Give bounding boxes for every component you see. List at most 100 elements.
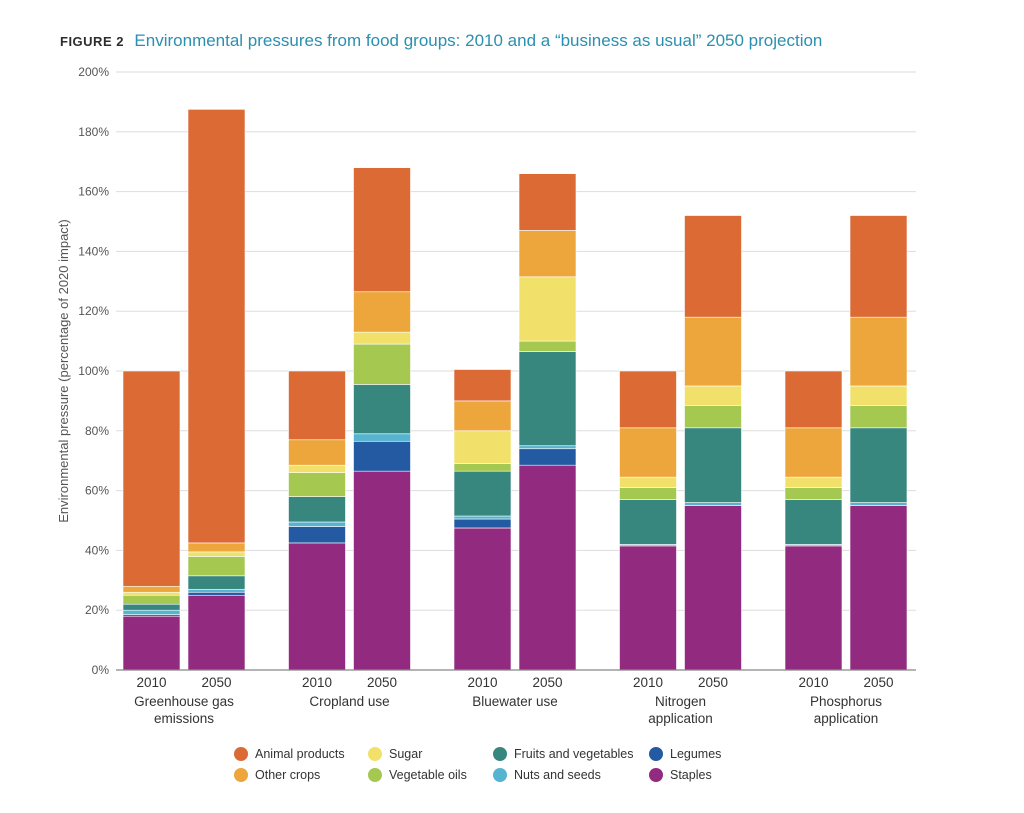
y-axis-ticks: 0% 20% 40% 60% 80% 100% 120% 140% 160% 180% 200% <box>78 65 109 677</box>
bar-segment-vegetable-oils <box>619 487 677 500</box>
y-tick-label: 100% <box>78 364 109 378</box>
y-tick-label: 180% <box>78 125 109 139</box>
legend-swatch <box>368 747 382 761</box>
bar-segment-vegetable-oils <box>453 463 512 472</box>
bar-segment-animal-products <box>619 370 677 429</box>
bar-segment-vegetable-oils <box>518 340 577 352</box>
bar-segment-legumes <box>518 448 577 466</box>
legend-swatch <box>649 768 663 782</box>
bar-segment-staples <box>187 594 246 671</box>
bar-stack-nitrogen-application-2050 <box>684 215 742 671</box>
bar-segment-staples <box>619 545 677 671</box>
year-label: 2010 <box>633 675 663 690</box>
bar-segment-other-crops <box>187 542 246 553</box>
bar-segment-animal-products <box>518 173 577 231</box>
bar-segment-animal-products <box>684 215 742 318</box>
bar-segment-nuts-and-seeds <box>849 502 908 506</box>
bar-segment-animal-products <box>353 167 411 293</box>
bar-stack-greenhouse-gas-emissions-2050 <box>187 109 246 671</box>
bar-segment-staples <box>518 464 577 671</box>
bar-segment-staples <box>353 470 411 671</box>
year-label: 2010 <box>136 675 166 690</box>
bar-segment-legumes <box>187 591 246 596</box>
legend-item-vegetable-oils: Vegetable oils <box>368 768 467 782</box>
bar-segment-fruits-and-vegetables <box>684 427 742 503</box>
legend-item-legumes: Legumes <box>649 747 721 761</box>
legend-label: Nuts and seeds <box>514 768 601 782</box>
y-axis-label: Environmental pressure (percentage of 20… <box>56 219 71 523</box>
bar-segment-animal-products <box>453 369 512 402</box>
bar-segment-vegetable-oils <box>187 556 246 577</box>
bar-segment-sugar <box>518 276 577 342</box>
legend-item-nuts-and-seeds: Nuts and seeds <box>493 768 601 782</box>
figure-label: FIGURE 2 <box>60 34 124 49</box>
y-tick-label: 120% <box>78 304 109 318</box>
bar-segment-fruits-and-vegetables <box>353 384 411 435</box>
legend-swatch <box>649 747 663 761</box>
bar-segment-fruits-and-vegetables <box>619 499 677 545</box>
y-tick-label: 80% <box>85 424 109 438</box>
bar-segment-other-crops <box>518 230 577 278</box>
bar-segment-fruits-and-vegetables <box>187 575 246 590</box>
bar-segment-vegetable-oils <box>288 472 346 497</box>
category-label: Phosphorus <box>810 694 882 709</box>
bar-segment-other-crops <box>784 427 843 478</box>
legend-swatch <box>493 768 507 782</box>
bar-stack-bluewater-use-2050 <box>518 173 577 671</box>
category-label: emissions <box>154 711 214 726</box>
bar-stack-phosphorus-application-2010 <box>784 370 843 671</box>
bar-segment-legumes <box>353 440 411 472</box>
legend-label: Vegetable oils <box>389 768 467 782</box>
bar-segment-fruits-and-vegetables <box>453 470 512 517</box>
bar-segment-sugar <box>122 591 181 596</box>
bar-stack-nitrogen-application-2010 <box>619 370 677 671</box>
bar-segment-staples <box>453 527 512 671</box>
category-label: Nitrogen <box>655 694 706 709</box>
category-label: application <box>648 711 713 726</box>
year-label: 2050 <box>201 675 231 690</box>
bar-segment-fruits-and-vegetables <box>849 427 908 503</box>
legend-swatch <box>234 768 248 782</box>
legend-item-other-crops: Other crops <box>234 768 320 782</box>
legend-label: Sugar <box>389 747 422 761</box>
bar-segment-animal-products <box>784 370 843 429</box>
year-label: 2050 <box>698 675 728 690</box>
bar-segment-other-crops <box>122 585 181 593</box>
bar-segment-legumes <box>453 518 512 529</box>
y-tick-label: 0% <box>92 663 110 677</box>
bar-segment-other-crops <box>684 316 742 387</box>
bar-segment-staples <box>288 542 346 671</box>
bar-segment-nuts-and-seeds <box>187 588 246 593</box>
bar-stack-cropland-use-2010 <box>288 370 346 671</box>
figure-title: Environmental pressures from food groups… <box>134 31 823 50</box>
bar-segment-fruits-and-vegetables <box>784 499 843 545</box>
bar-segment-fruits-and-vegetables <box>122 603 181 611</box>
bar-segment-nuts-and-seeds <box>353 433 411 442</box>
bar-segment-animal-products <box>849 215 908 318</box>
legend-swatch <box>493 747 507 761</box>
category-label: Greenhouse gas <box>134 694 234 709</box>
bar-stack-phosphorus-application-2050 <box>849 215 908 671</box>
bar-segment-nuts-and-seeds <box>518 445 577 450</box>
y-tick-label: 160% <box>78 185 109 199</box>
legend-label: Fruits and vegetables <box>514 747 634 761</box>
category-label: Cropland use <box>309 694 389 709</box>
legend-item-fruits-and-vegetables: Fruits and vegetables <box>493 747 634 761</box>
bar-stack-bluewater-use-2010 <box>453 369 512 671</box>
y-tick-label: 140% <box>78 244 109 258</box>
bar-segment-staples <box>122 615 181 671</box>
bar-segment-animal-products <box>187 109 246 544</box>
bar-segment-vegetable-oils <box>849 405 908 429</box>
y-tick-label: 60% <box>85 484 109 498</box>
bar-segment-staples <box>684 505 742 671</box>
legend-item-staples: Staples <box>649 768 712 782</box>
bar-segment-nuts-and-seeds <box>122 609 181 615</box>
bar-segment-fruits-and-vegetables <box>518 351 577 447</box>
legend-label: Other crops <box>255 768 320 782</box>
legend-label: Staples <box>670 768 712 782</box>
legend-swatch <box>368 768 382 782</box>
bar-segment-sugar <box>353 331 411 345</box>
legend-swatch <box>234 747 248 761</box>
bars <box>122 109 908 671</box>
